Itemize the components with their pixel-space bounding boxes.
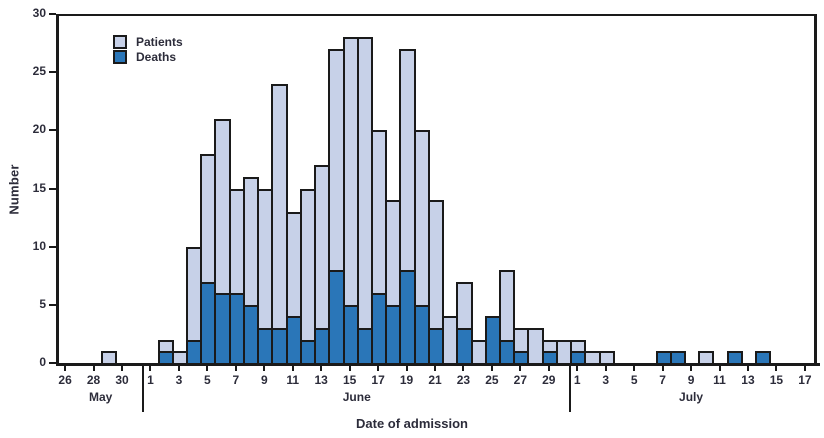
x-tick-label: 15 bbox=[769, 373, 784, 387]
x-tick-mark bbox=[690, 365, 693, 371]
x-tick-mark bbox=[177, 365, 180, 371]
y-tick-mark bbox=[49, 71, 56, 74]
y-axis-line bbox=[56, 14, 59, 365]
x-tick-mark bbox=[718, 365, 721, 371]
bar-deaths-july-8 bbox=[669, 351, 686, 365]
y-tick-label: 0 bbox=[39, 355, 46, 369]
y-tick-mark bbox=[49, 245, 56, 248]
bar-patients-july-10 bbox=[698, 351, 715, 365]
bar-patients-june-23 bbox=[456, 281, 473, 331]
x-tick-mark bbox=[64, 365, 67, 371]
x-tick-label: 26 bbox=[58, 373, 72, 387]
x-tick-label: 1 bbox=[573, 373, 581, 387]
x-tick-mark bbox=[377, 365, 380, 371]
x-tick-mark bbox=[149, 365, 152, 371]
legend-item-deaths: Deaths bbox=[113, 50, 183, 64]
bar-patients-june-26 bbox=[499, 269, 516, 342]
x-tick-label: 15 bbox=[342, 373, 357, 387]
x-tick-label: 7 bbox=[659, 373, 666, 387]
x-tick-label: 3 bbox=[175, 373, 183, 387]
legend-item-patients: Patients bbox=[113, 35, 183, 49]
y-tick-mark bbox=[49, 187, 56, 190]
y-tick-label: 10 bbox=[32, 238, 46, 253]
y-tick-mark bbox=[49, 129, 56, 132]
x-tick-label: 27 bbox=[513, 373, 528, 387]
x-tick-mark bbox=[92, 365, 95, 371]
x-tick-mark bbox=[604, 365, 607, 371]
y-tick-label: 30 bbox=[32, 6, 46, 20]
y-tick-label: 5 bbox=[39, 296, 46, 311]
x-tick-mark bbox=[434, 365, 436, 371]
x-tick-label: 17 bbox=[371, 373, 385, 387]
x-tick-label: 5 bbox=[204, 373, 211, 387]
bar-patients-june-2 bbox=[157, 339, 174, 354]
x-tick-mark bbox=[519, 365, 522, 371]
x-tick-mark bbox=[206, 365, 209, 371]
x-tick-mark bbox=[547, 365, 550, 371]
x-tick-label: 7 bbox=[232, 373, 240, 387]
y-tick-mark bbox=[49, 13, 56, 15]
bar-patients-may-29 bbox=[100, 351, 117, 365]
x-tick-mark bbox=[661, 365, 664, 371]
x-tick-label: 1 bbox=[147, 373, 154, 387]
x-tick-label: 13 bbox=[314, 373, 328, 387]
legend-label-patients: Patients bbox=[136, 35, 183, 49]
month-divider bbox=[142, 363, 145, 412]
deaths-swatch-icon bbox=[113, 50, 127, 64]
x-tick-label: 5 bbox=[630, 373, 638, 387]
x-tick-label: 21 bbox=[428, 373, 442, 387]
x-tick-mark bbox=[348, 365, 351, 371]
y-tick-mark bbox=[49, 362, 56, 364]
x-tick-mark bbox=[462, 365, 465, 371]
legend-label-deaths: Deaths bbox=[136, 50, 177, 64]
plot-right-border bbox=[814, 14, 817, 365]
y-tick-label: 20 bbox=[32, 122, 46, 137]
bar-deaths-july-12 bbox=[726, 351, 743, 365]
x-tick-label: 17 bbox=[798, 373, 812, 387]
x-axis-title: Date of admission bbox=[356, 416, 468, 431]
x-tick-mark bbox=[263, 365, 266, 371]
x-tick-label: 9 bbox=[260, 373, 268, 387]
x-tick-label: 29 bbox=[542, 373, 556, 387]
bar-patients-june-10 bbox=[271, 83, 288, 331]
x-tick-label: 30 bbox=[115, 373, 129, 387]
x-tick-mark bbox=[803, 365, 806, 371]
bar-deaths-july-14 bbox=[755, 351, 772, 365]
x-tick-label: 23 bbox=[456, 373, 471, 387]
x-tick-mark bbox=[234, 365, 237, 371]
month-label-may: May bbox=[89, 390, 113, 404]
x-tick-mark bbox=[320, 365, 323, 371]
x-tick-label: 28 bbox=[86, 373, 101, 387]
x-tick-label: 25 bbox=[485, 373, 499, 387]
plot-top-border bbox=[56, 14, 816, 16]
x-tick-mark bbox=[405, 365, 408, 371]
bar-patients-july-1 bbox=[570, 339, 587, 354]
x-tick-mark bbox=[746, 365, 749, 371]
y-tick-mark bbox=[49, 303, 56, 306]
x-tick-mark bbox=[633, 365, 636, 371]
x-tick-mark bbox=[775, 365, 778, 371]
x-tick-mark bbox=[576, 365, 579, 371]
y-tick-label: 15 bbox=[32, 180, 46, 195]
y-tick-label: 25 bbox=[32, 64, 46, 79]
x-tick-label: 11 bbox=[713, 373, 726, 387]
month-divider bbox=[569, 363, 572, 412]
x-tick-mark bbox=[121, 365, 124, 371]
chart-legend: Patients Deaths bbox=[113, 35, 183, 65]
x-tick-label: 19 bbox=[399, 373, 414, 387]
x-tick-mark bbox=[490, 365, 493, 371]
month-label-july: July bbox=[679, 390, 704, 404]
x-tick-label: 11 bbox=[286, 373, 300, 387]
x-tick-mark bbox=[291, 365, 294, 371]
x-tick-label: 9 bbox=[687, 373, 695, 387]
x-tick-label: 3 bbox=[602, 373, 610, 387]
bar-patients-july-3 bbox=[598, 351, 615, 365]
bar-patients-june-21 bbox=[427, 200, 445, 331]
x-tick-label: 13 bbox=[741, 373, 755, 387]
month-label-june: June bbox=[342, 390, 371, 404]
patients-swatch-icon bbox=[113, 35, 127, 49]
